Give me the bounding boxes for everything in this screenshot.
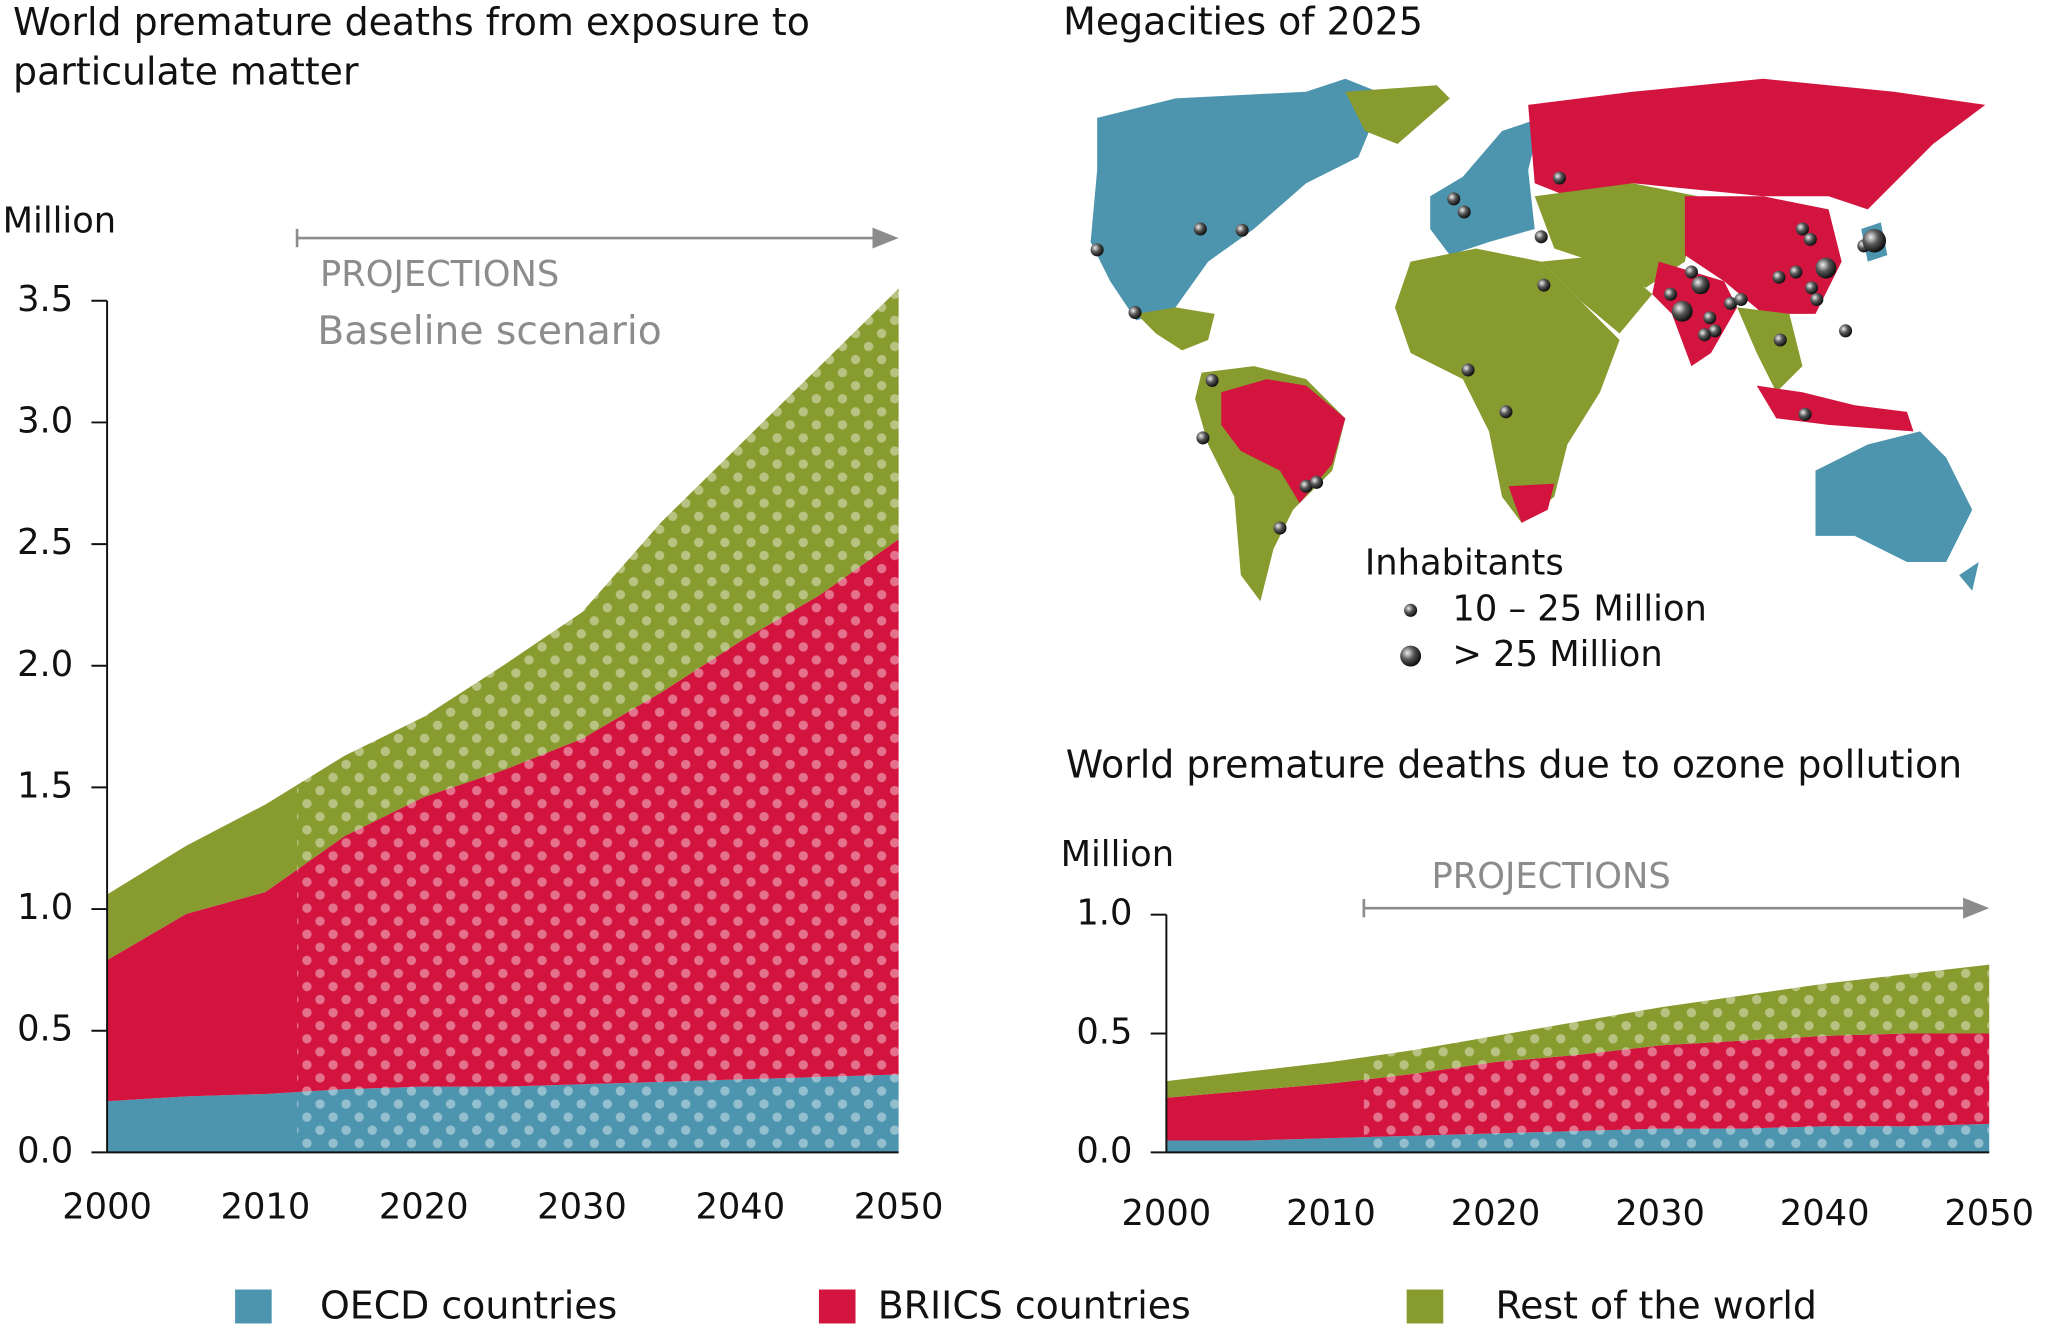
x-tick-label: 2040 (1780, 1193, 1870, 1234)
x-tick-label: 2000 (62, 1187, 152, 1228)
legend-label: OECD countries (320, 1283, 617, 1327)
map-legend-title: Inhabitants (1365, 543, 1564, 584)
legend-swatch (1406, 1289, 1444, 1324)
x-tick-label: 2030 (1615, 1193, 1705, 1234)
x-tick-label: 2050 (1944, 1193, 2034, 1234)
y-tick-label: 2.0 (17, 644, 73, 685)
x-tick-label: 2010 (221, 1187, 311, 1228)
chart-title: World premature deaths due to ozone poll… (1066, 743, 1962, 787)
y-tick-label: 2.5 (17, 522, 73, 563)
megacity-dots (1090, 171, 1887, 667)
x-tick-label: 2010 (1286, 1193, 1376, 1234)
y-tick-label: 0.0 (17, 1130, 73, 1171)
y-tick-label: 0.5 (1076, 1012, 1132, 1053)
x-tick-label: 2030 (537, 1187, 627, 1228)
x-tick-label: 2020 (1451, 1193, 1541, 1234)
y-axis-label: Million (1061, 834, 1175, 875)
x-tick-label: 2000 (1122, 1193, 1212, 1234)
annotation: PROJECTIONS (1432, 856, 1671, 897)
annotation: PROJECTIONS (320, 254, 559, 295)
x-tick-label: 2020 (379, 1187, 469, 1228)
y-axis-label: Million (3, 200, 117, 241)
y-tick-label: 0.0 (1076, 1130, 1132, 1171)
y-tick-label: 3.0 (17, 400, 73, 441)
map-title: Megacities of 2025 (1063, 0, 1423, 43)
y-tick-label: 0.5 (17, 1009, 73, 1050)
projection-arrow-head (1963, 897, 1990, 919)
world-map (1090, 78, 1986, 602)
x-tick-label: 2040 (695, 1187, 785, 1228)
legend-label: Rest of the world (1496, 1283, 1817, 1327)
legend-swatch (235, 1289, 272, 1324)
projection-pattern (297, 288, 899, 1153)
legend-swatch (818, 1289, 856, 1324)
y-tick-label: 1.5 (17, 765, 73, 806)
map-legend-label: > 25 Million (1452, 634, 1662, 675)
y-tick-label: 1.0 (17, 887, 73, 928)
legend-label: BRIICS countries (878, 1283, 1191, 1327)
annotation: Baseline scenario (317, 309, 661, 354)
projection-arrow-head (872, 227, 899, 249)
y-tick-label: 1.0 (1076, 893, 1132, 934)
y-tick-label: 3.5 (17, 279, 73, 320)
projection-pattern (1363, 964, 1990, 1153)
x-tick-label: 2050 (854, 1187, 944, 1228)
chart-title: World premature deaths from exposure to … (13, 0, 822, 93)
map-legend-label: 10 – 25 Million (1452, 588, 1706, 629)
